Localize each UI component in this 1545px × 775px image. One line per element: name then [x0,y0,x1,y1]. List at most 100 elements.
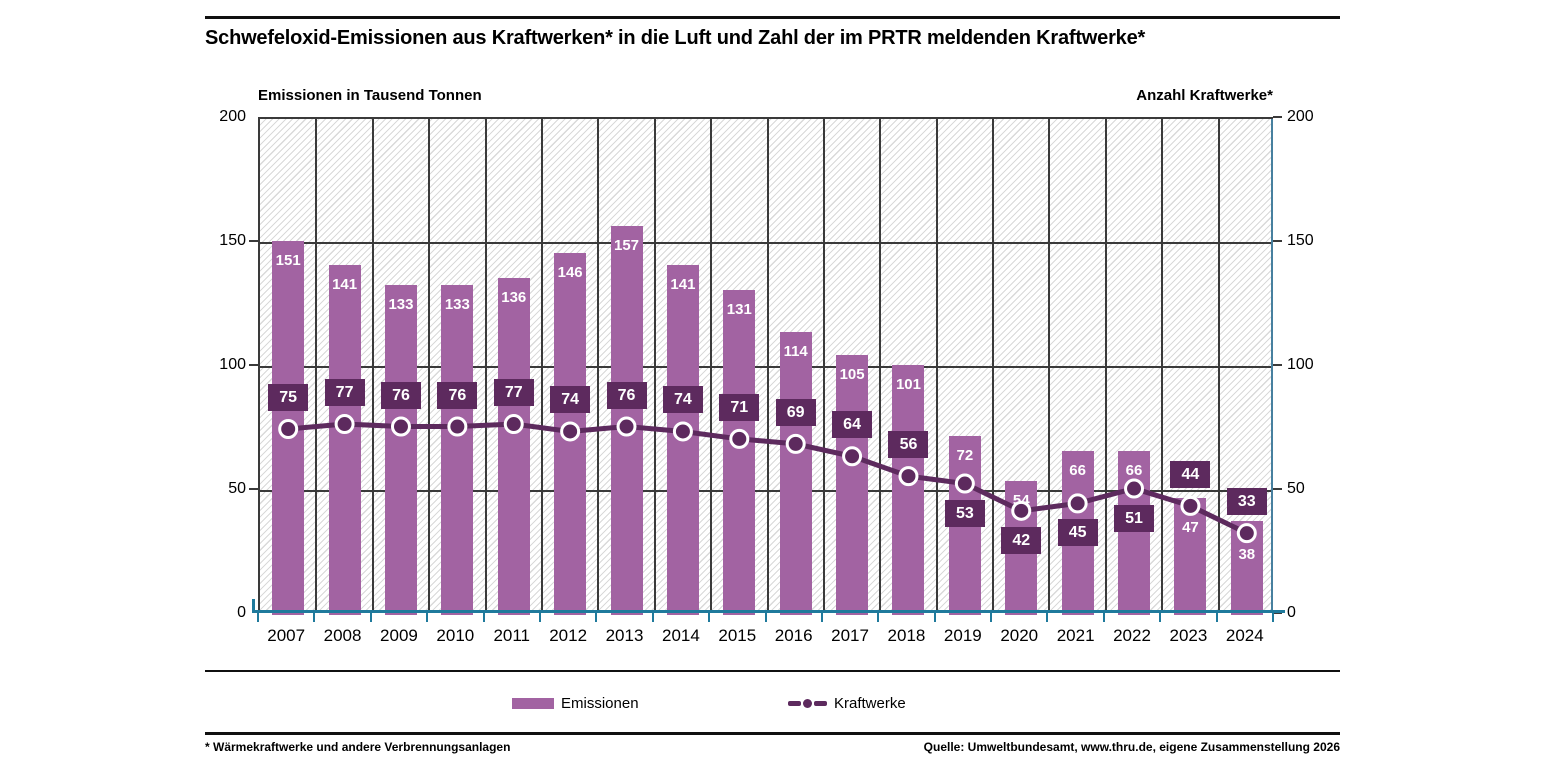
column-separator [766,119,769,613]
x-axis-tickmark [482,613,485,622]
y-tick-left-100: 100 [219,356,246,373]
y-tick-right-200: 200 [1287,108,1314,125]
x-tick-label-2009: 2009 [380,626,418,645]
column-separator [935,119,938,613]
kraftwerke-point-2018 [898,466,919,487]
y-tickmark-right [1273,116,1282,118]
x-axis-tickmark [595,613,598,622]
x-axis-tickmark [933,613,936,622]
y-tick-left-0: 0 [237,604,246,621]
emissionen-swatch-icon [512,698,554,709]
kraftwerke-value-2009: 76 [380,381,421,409]
emissions-value-2017: 105 [839,365,865,383]
emissions-value-2009: 133 [388,296,414,314]
kraftwerke-point-2023 [1180,495,1201,516]
column-separator [540,119,543,613]
x-tick-label-2016: 2016 [774,626,813,645]
emissions-bar-2023 [1174,498,1207,615]
emissions-bar-2015 [723,290,756,615]
emissions-value-2007: 151 [275,251,301,269]
x-tick-label-2019: 2019 [943,626,982,645]
x-axis-tickmark [1159,613,1162,622]
kraftwerke-point-2024 [1236,523,1257,544]
emissions-bar-2018 [892,364,925,615]
kraftwerke-value-2016: 69 [775,398,816,426]
kraftwerke-value-2014: 74 [662,386,703,414]
column-separator [992,119,995,613]
x-axis-tickmark [764,613,767,622]
kraftwerke-value-2012: 74 [550,386,591,414]
kraftwerke-point-2021 [1067,493,1088,514]
column-separator [1104,119,1107,613]
y-tickmark-left [249,488,258,490]
emissions-bar-2010 [441,285,474,615]
legend-label-kraftwerke: Kraftwerke [834,695,906,712]
emissions-value-2021: 66 [1069,462,1086,480]
x-tick-label-2008: 2008 [323,626,362,645]
x-axis-tickmark [990,613,993,622]
kraftwerke-value-2021: 45 [1057,519,1098,547]
x-tick-label-2024: 2024 [1225,626,1264,645]
top-rule [205,16,1340,19]
x-tick-label-2021: 2021 [1056,626,1095,645]
kraftwerke-value-2017: 64 [832,411,873,439]
emissions-value-2008: 141 [332,276,358,294]
column-separator [1048,119,1051,613]
kraftwerke-point-2012 [560,421,581,442]
column-separator [597,119,600,613]
emissions-value-2016: 114 [783,343,808,361]
x-axis-tickmark [708,613,711,622]
kraftwerke-value-2015: 71 [719,393,760,421]
y-tick-right-0: 0 [1287,604,1296,621]
kraftwerke-swatch-icon [788,699,827,708]
emissions-value-2011: 136 [501,288,527,306]
legend-item-kraftwerke: Kraftwerke [788,695,906,712]
kraftwerke-point-2009 [390,416,411,437]
x-axis-tickmark [538,613,541,622]
emissions-value-2014: 141 [670,276,696,294]
kraftwerke-point-2015 [729,428,750,449]
x-tick-label-2014: 2014 [661,626,700,645]
emissions-value-2022: 66 [1125,462,1143,480]
emissions-bar-2016 [779,332,812,615]
x-axis-tickmark [369,613,372,622]
column-separator [428,119,431,613]
x-axis-tickmark [1215,613,1218,622]
x-tick-label-2022: 2022 [1113,626,1151,645]
chart-title: Schwefeloxid-Emissionen aus Kraftwerken*… [205,27,1146,49]
x-tick-label-2007: 2007 [267,626,306,645]
x-axis-tickmark [820,613,823,622]
footer-rule [205,732,1340,735]
emissions-value-2019: 72 [956,447,974,465]
kraftwerke-point-2010 [447,416,468,437]
kraftwerke-value-2018: 56 [888,431,929,459]
y-tick-left-50: 50 [228,480,246,497]
kraftwerke-value-2008: 77 [324,379,365,407]
emissions-bar-2011 [497,277,530,615]
x-tick-label-2015: 2015 [718,626,757,645]
kraftwerke-point-2020 [1011,500,1032,521]
kraftwerke-value-2010: 76 [437,381,478,409]
x-tick-label-2018: 2018 [887,626,926,645]
kraftwerke-value-2023: 44 [1170,460,1211,488]
kraftwerke-value-2011: 77 [493,379,534,407]
column-separator [822,119,825,613]
x-axis-tickmark [313,613,316,622]
column-separator [371,119,374,613]
y-tickmark-right [1273,364,1282,366]
plot-area: 75 151 77 141 76 133 76 133 77 136 74 146 76 157 74 141… [258,117,1273,615]
emissions-bar-2017 [836,354,869,615]
right-axis-spine [1271,119,1273,613]
kraftwerke-point-2007 [278,419,299,439]
column-separator [315,119,318,613]
kraftwerke-value-2022: 51 [1114,504,1155,532]
emissions-bar-2009 [384,285,417,615]
kraftwerke-value-2020: 42 [1001,526,1042,554]
x-tick-label-2012: 2012 [549,626,588,645]
emissions-value-2012: 146 [557,263,583,281]
emissions-bar-2008 [328,265,361,615]
x-axis-tickmark [877,613,880,622]
kraftwerke-point-2008 [334,414,355,435]
kraftwerke-point-2013 [616,416,637,437]
